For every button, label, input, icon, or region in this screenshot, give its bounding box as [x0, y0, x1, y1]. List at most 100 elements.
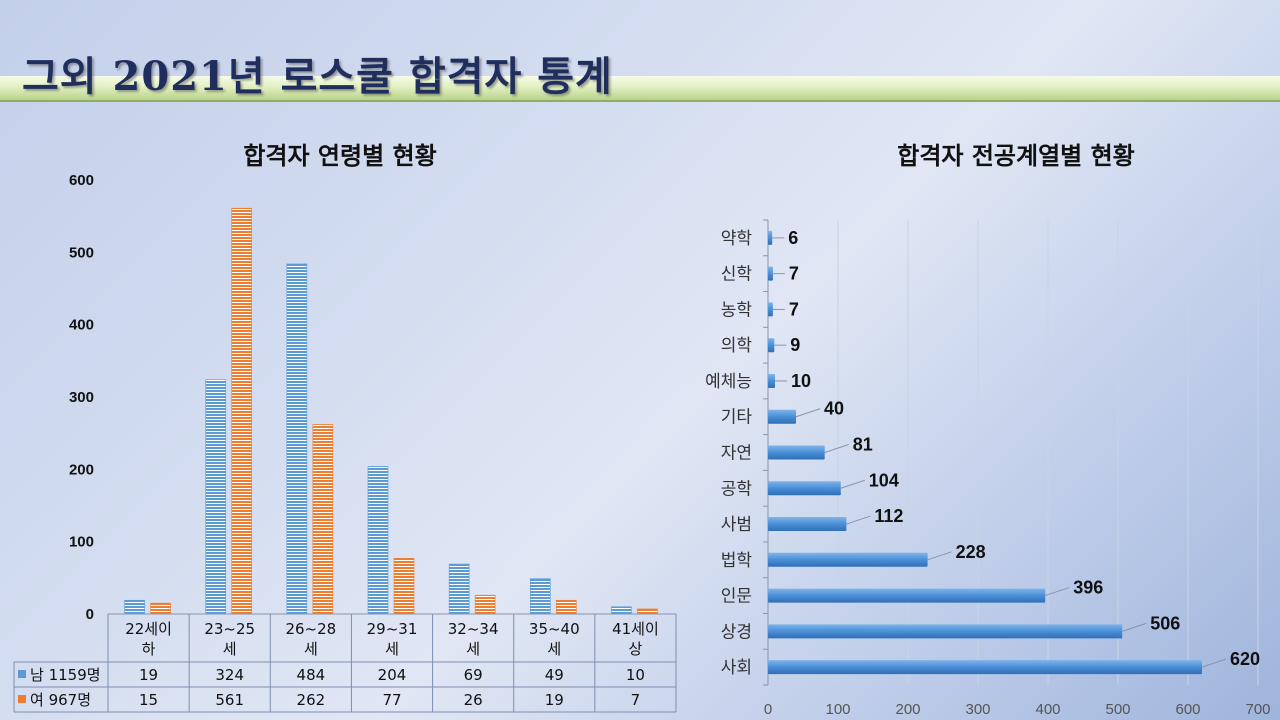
- bar: [555, 599, 577, 615]
- table-value: 10: [626, 666, 645, 684]
- bar: [529, 578, 551, 615]
- data-label: 104: [869, 470, 899, 490]
- bar: [768, 409, 796, 424]
- x-tick-label: 500: [1105, 701, 1130, 718]
- legend-label: 남 1159명: [30, 666, 101, 684]
- x-tick-label: 300: [965, 701, 990, 718]
- age-chart-title: 합격자 연령별 현황: [243, 142, 437, 170]
- bar: [768, 588, 1046, 603]
- table-value: 19: [545, 691, 564, 709]
- y-tick-label: 500: [69, 244, 94, 261]
- major-bar-chart: 0 100 200 300 400 500 600 700 약학 6 신학 7 농학 7 의학 9 예체능 10 기…: [705, 219, 1271, 718]
- legend-swatch: [18, 695, 26, 703]
- bar: [768, 338, 775, 353]
- leader-line: [927, 551, 952, 561]
- data-label: 81: [853, 435, 873, 455]
- table-value: 262: [297, 691, 326, 709]
- legend-swatch: [18, 670, 26, 678]
- data-label: 228: [956, 542, 986, 562]
- bar: [768, 373, 775, 388]
- category-label: 22세이: [125, 620, 172, 638]
- table-value: 26: [464, 691, 483, 709]
- category-label: 신학: [721, 265, 753, 285]
- category-label: 농학: [721, 300, 753, 320]
- table-value: 324: [215, 666, 244, 684]
- bar: [637, 608, 658, 615]
- bar: [768, 624, 1123, 639]
- data-label: 7: [789, 264, 799, 284]
- x-tick-label: 600: [1175, 701, 1200, 718]
- bar: [367, 466, 389, 615]
- bar: [205, 379, 227, 615]
- category-label: 세: [547, 640, 561, 658]
- bar: [768, 302, 773, 317]
- category-label: 사범: [721, 515, 752, 535]
- category-label: 세: [223, 640, 237, 658]
- data-label: 40: [824, 399, 844, 419]
- bar: [611, 606, 632, 615]
- leader-line: [824, 444, 849, 453]
- category-label: 세: [385, 640, 399, 658]
- table-value: 69: [464, 666, 483, 684]
- y-tick-label: 400: [69, 317, 94, 334]
- category-label: 26~28: [285, 620, 336, 638]
- category-label: 41세이: [612, 620, 659, 638]
- y-tick-label: 300: [69, 389, 94, 406]
- y-tick-label: 0: [86, 606, 94, 623]
- table-value: 484: [297, 666, 326, 684]
- table-value: 7: [631, 691, 641, 709]
- data-label: 396: [1073, 578, 1103, 598]
- category-label: 법학: [721, 551, 753, 571]
- data-label: 6: [788, 228, 798, 248]
- category-label: 세: [304, 640, 318, 658]
- table-value: 204: [378, 666, 407, 684]
- bar: [150, 602, 171, 615]
- y-tick-label: 600: [69, 172, 94, 189]
- category-label: 기타: [721, 408, 753, 428]
- leader-line: [1201, 658, 1227, 668]
- x-tick-label: 0: [764, 701, 772, 718]
- category-label: 상: [629, 640, 643, 658]
- category-label: 자연: [721, 444, 752, 464]
- page-title: 그외 2021년 로스쿨 합격자 통계: [22, 53, 613, 100]
- data-label: 9: [790, 335, 800, 355]
- legend-label: 여 967명: [30, 691, 91, 709]
- bar: [768, 266, 773, 281]
- category-label: 사회: [721, 658, 752, 678]
- category-label: 하: [142, 640, 156, 658]
- category-label: 의학: [721, 336, 753, 356]
- x-tick-label: 700: [1245, 701, 1270, 718]
- category-label: 32~34: [448, 620, 499, 638]
- bar: [393, 558, 415, 615]
- category-label: 35~40: [529, 620, 580, 638]
- x-tick-label: 200: [895, 701, 920, 718]
- leader-line: [846, 515, 871, 525]
- data-label: 7: [789, 299, 799, 319]
- bar: [231, 207, 253, 615]
- title-band: [0, 76, 1280, 102]
- table-value: 561: [215, 691, 244, 709]
- leader-line: [795, 408, 821, 418]
- data-label: 506: [1150, 613, 1180, 633]
- leader-line: [1122, 622, 1147, 632]
- bar: [768, 517, 847, 532]
- data-label: 112: [874, 506, 903, 526]
- category-label: 29~31: [367, 620, 418, 638]
- leader-line: [840, 479, 865, 489]
- data-label: 620: [1230, 649, 1260, 669]
- data-label: 10: [791, 371, 811, 391]
- bar: [768, 552, 928, 567]
- table-value: 49: [545, 666, 564, 684]
- bar: [768, 660, 1202, 675]
- bar: [768, 481, 841, 496]
- x-tick-label: 400: [1035, 701, 1060, 718]
- bar: [474, 594, 496, 615]
- bar: [768, 445, 825, 460]
- major-chart-title: 합격자 전공계열별 현황: [897, 142, 1135, 170]
- bar: [768, 230, 773, 245]
- bar: [448, 563, 470, 615]
- category-label: 약학: [721, 229, 753, 249]
- x-tick-label: 100: [825, 701, 850, 718]
